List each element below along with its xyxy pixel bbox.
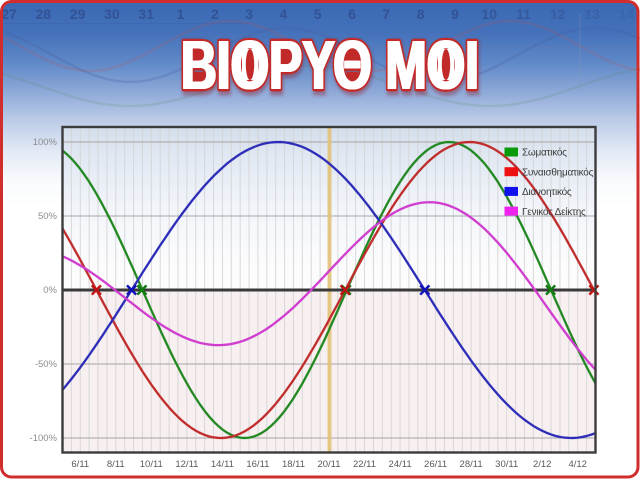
svg-text:8/11: 8/11 (107, 459, 125, 470)
svg-text:11: 11 (516, 6, 531, 22)
svg-text:ΒΙΟΡΥΘ ΜΟΙ: ΒΙΟΡΥΘ ΜΟΙ (181, 26, 479, 104)
svg-text:24/11: 24/11 (389, 459, 412, 470)
svg-text:4/12: 4/12 (568, 459, 587, 470)
svg-text:18/11: 18/11 (282, 459, 305, 470)
svg-text:ΒΙΟΡΥΘ ΜΟΙ: ΒΙΟΡΥΘ ΜΟΙ (182, 29, 480, 107)
svg-text:ΒΙΟΡΥΘ ΜΟΙ: ΒΙΟΡΥΘ ΜΟΙ (182, 26, 480, 104)
svg-text:28/11: 28/11 (460, 459, 483, 470)
svg-text:7: 7 (382, 6, 390, 22)
svg-text:ΒΙΟΡΥΘ ΜΟΙ: ΒΙΟΡΥΘ ΜΟΙ (180, 26, 478, 104)
svg-text:4: 4 (280, 6, 288, 22)
svg-text:16/11: 16/11 (246, 459, 269, 470)
svg-text:Συναισθηματικός: Συναισθηματικός (522, 166, 594, 178)
svg-text:ΒΙΟΡΥΘ ΜΟΙ: ΒΙΟΡΥΘ ΜΟΙ (180, 26, 478, 104)
svg-text:50%: 50% (38, 211, 58, 222)
svg-text:26/11: 26/11 (424, 459, 447, 470)
svg-text:6: 6 (348, 6, 356, 22)
svg-text:ΒΙΟΡΥΘ ΜΟΙ: ΒΙΟΡΥΘ ΜΟΙ (182, 26, 480, 104)
svg-text:5: 5 (314, 6, 322, 22)
svg-text:100%: 100% (33, 137, 58, 148)
svg-text:Γενικός Δείκτης: Γενικός Δείκτης (522, 206, 586, 218)
svg-text:-100%: -100% (30, 433, 58, 444)
svg-text:10/11: 10/11 (140, 459, 163, 470)
svg-text:Διανοητικός: Διανοητικός (522, 186, 572, 198)
svg-text:ΒΙΟΡΥΘ ΜΟΙ: ΒΙΟΡΥΘ ΜΟΙ (181, 26, 479, 104)
svg-text:22/11: 22/11 (353, 459, 376, 470)
svg-text:0%: 0% (43, 285, 57, 296)
svg-text:29: 29 (70, 6, 86, 22)
svg-text:1: 1 (177, 6, 185, 22)
svg-text:2/12: 2/12 (533, 459, 552, 470)
svg-text:8: 8 (417, 6, 425, 22)
svg-text:-50%: -50% (35, 359, 58, 370)
svg-text:28: 28 (36, 6, 52, 22)
svg-text:Σωματικός: Σωματικός (522, 147, 567, 159)
svg-text:20/11: 20/11 (317, 459, 340, 470)
svg-text:12/11: 12/11 (175, 459, 198, 470)
svg-text:31: 31 (138, 6, 154, 22)
svg-text:3: 3 (245, 6, 253, 22)
svg-text:6/11: 6/11 (71, 459, 89, 470)
svg-text:12: 12 (550, 6, 566, 22)
svg-text:14/11: 14/11 (211, 459, 234, 470)
svg-text:14: 14 (619, 6, 635, 22)
svg-text:30/11: 30/11 (495, 459, 518, 470)
svg-text:13: 13 (584, 6, 600, 22)
svg-text:27: 27 (1, 6, 17, 22)
svg-text:10: 10 (481, 6, 497, 22)
svg-text:9: 9 (451, 6, 459, 22)
svg-text:2: 2 (211, 6, 219, 22)
svg-text:30: 30 (104, 6, 120, 22)
